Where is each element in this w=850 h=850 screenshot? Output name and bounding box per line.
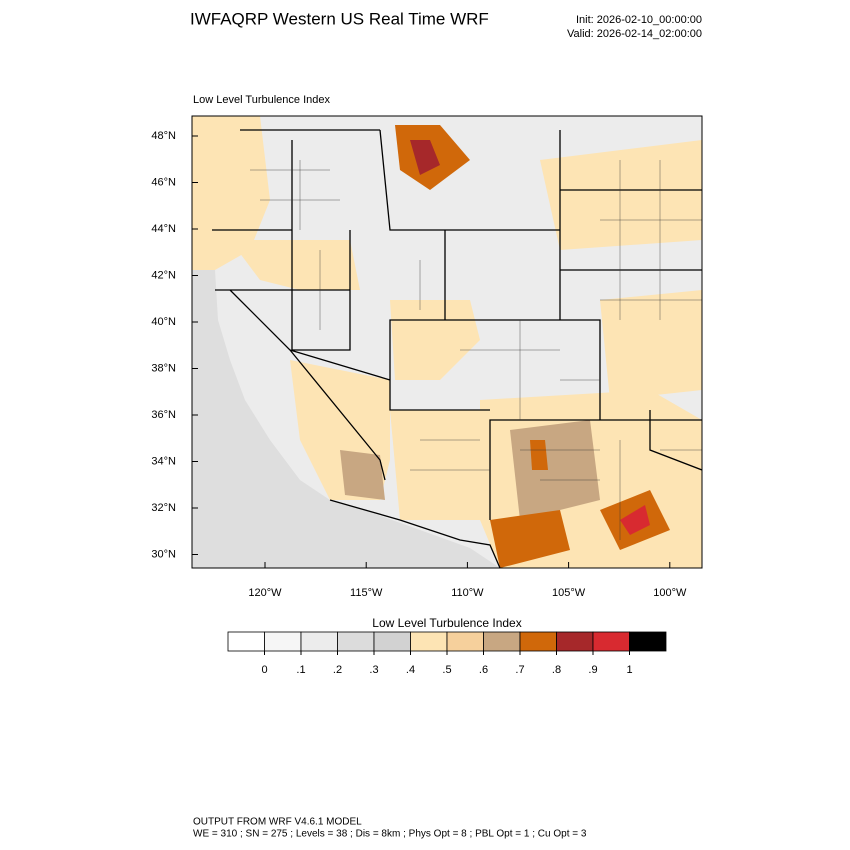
- colorbar-box: [373, 631, 411, 652]
- colorbar-tick-label: 1: [626, 664, 632, 676]
- colorbar-tick-label: .1: [296, 664, 305, 676]
- colorbar-title: Low Level Turbulence Index: [372, 616, 521, 630]
- lat-label: 40°N: [151, 316, 176, 328]
- footer-line: WE = 310 ; SN = 275 ; Levels = 38 ; Dis …: [193, 829, 587, 840]
- lon-label: 115°W: [350, 587, 383, 599]
- lat-label: 32°N: [151, 502, 176, 514]
- colorbar-tick-label: .5: [442, 664, 451, 676]
- colorbar-box: [264, 631, 302, 652]
- colorbar-box: [337, 631, 375, 652]
- colorbar-box: [300, 631, 338, 652]
- colorbar-tick-label: .6: [479, 664, 488, 676]
- colorbar-tick-label: .7: [515, 664, 524, 676]
- lon-label: 100°W: [653, 587, 687, 599]
- lat-label: 30°N: [151, 548, 176, 560]
- lon-label: 120°W: [248, 587, 282, 599]
- map-frame: [191, 115, 703, 569]
- lat-label: 38°N: [151, 362, 176, 374]
- lat-label: 34°N: [151, 455, 176, 467]
- footer-line: OUTPUT FROM WRF V4.6.1 MODEL: [193, 817, 362, 828]
- map-axes: 48°N 46°N 44°N 42°N 40°N 38°N 36°N 34°N 32°N 30°N…: [151, 130, 687, 599]
- colorbar: 0 .1 .2 .3 .4 .5 .6 .7 .8 .9 1: [227, 631, 667, 676]
- colorbar-box: [446, 631, 484, 652]
- lat-label: 44°N: [151, 223, 176, 235]
- colorbar-tick-label: .9: [588, 664, 597, 676]
- colorbar-tick-label: .4: [406, 664, 415, 676]
- colorbar-box: [519, 631, 557, 652]
- colorbar-box: [410, 631, 448, 652]
- title: IWFAQRP Western US Real Time WRF: [190, 9, 489, 28]
- lat-label: 36°N: [151, 409, 176, 421]
- colorbar-box: [227, 631, 265, 652]
- colorbar-box: [556, 631, 594, 652]
- colorbar-tick-label: .2: [333, 664, 342, 676]
- colorbar-box: [629, 631, 667, 652]
- colorbar-tick-label: .8: [552, 664, 561, 676]
- valid-time: Valid: 2026-02-14_02:00:00: [567, 28, 702, 40]
- colorbar-tick-label: 0: [261, 664, 267, 676]
- map: [191, 115, 703, 569]
- colorbar-tick-label: .3: [369, 664, 378, 676]
- lat-label: 46°N: [151, 176, 176, 188]
- colorbar-box: [483, 631, 521, 652]
- lon-label: 110°W: [451, 587, 484, 599]
- lat-label: 48°N: [151, 130, 176, 142]
- lon-label: 105°W: [552, 587, 586, 599]
- map-title: Low Level Turbulence Index: [193, 94, 330, 106]
- colorbar-box: [592, 631, 630, 652]
- init-time: Init: 2026-02-10_00:00:00: [576, 14, 702, 26]
- lat-label: 42°N: [151, 269, 176, 281]
